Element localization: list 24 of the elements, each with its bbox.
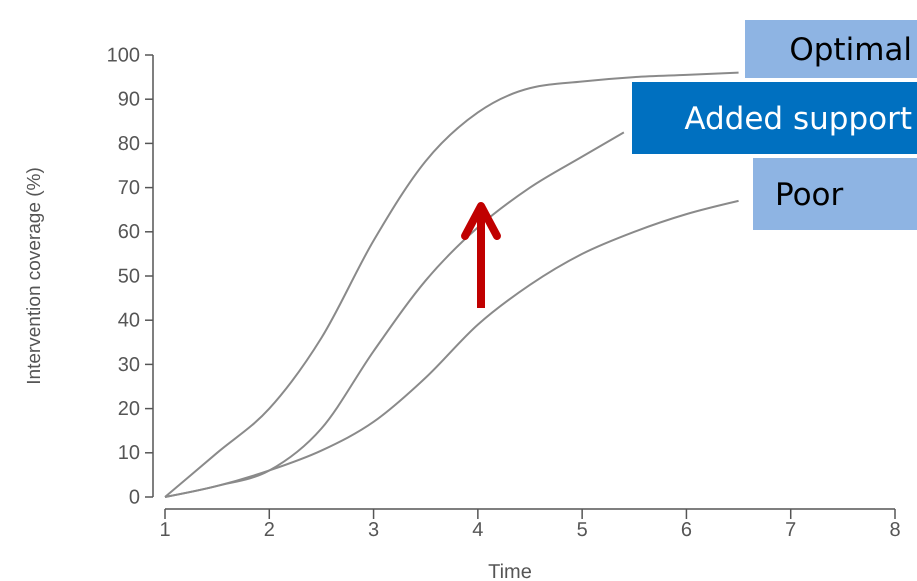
x-tick-label: 7 [785, 519, 796, 542]
y-tick-label: 60 [118, 221, 140, 244]
x-tick-label: 1 [159, 519, 171, 542]
y-tick-label: 100 [106, 44, 140, 66]
series-label: Poor [775, 177, 844, 213]
series-label: Added support [684, 101, 912, 137]
series-label: Optimal [789, 32, 912, 68]
y-tick-label: 10 [118, 442, 140, 464]
y-tick-label: 20 [118, 398, 140, 420]
y-tick-label: 70 [118, 177, 140, 199]
x-tick-label: 6 [680, 519, 692, 542]
y-axis-title: Intervention coverage (%) [24, 167, 45, 385]
x-tick-label: 3 [368, 519, 380, 542]
y-tick-label: 80 [118, 132, 140, 155]
y-tick-label: 0 [128, 486, 140, 508]
y-tick-label: 30 [118, 354, 140, 376]
y-tick-label: 40 [118, 310, 140, 332]
x-tick-label: 8 [889, 519, 901, 542]
x-tick-label: 5 [576, 519, 588, 542]
x-tick-label: 4 [472, 519, 484, 542]
x-axis-title: Time [488, 561, 532, 581]
y-tick-label: 50 [118, 265, 140, 288]
x-tick-label: 2 [264, 519, 275, 542]
y-tick-label: 90 [118, 88, 140, 111]
